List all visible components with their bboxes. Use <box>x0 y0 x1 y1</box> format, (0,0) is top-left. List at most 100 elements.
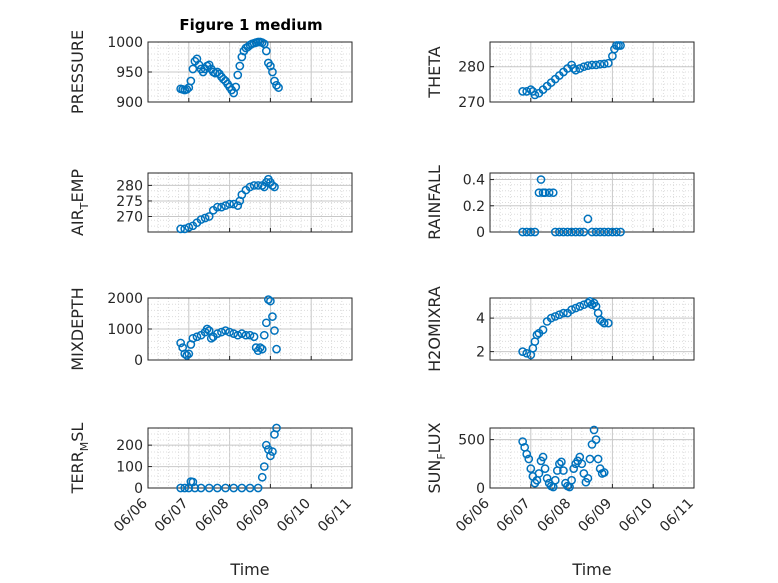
data-point <box>591 435 601 444</box>
data-point <box>557 457 566 467</box>
data-point <box>253 483 263 493</box>
data-point <box>579 227 589 237</box>
data-point <box>180 349 190 359</box>
data-point <box>555 227 564 237</box>
data-point <box>253 181 263 190</box>
data-point <box>518 437 527 446</box>
data-point <box>176 483 185 493</box>
data-point <box>518 87 527 96</box>
data-point <box>231 82 241 92</box>
data-point <box>202 324 212 334</box>
data-point <box>233 70 243 80</box>
y-axis-label: AIRTEMP <box>68 169 91 236</box>
data-point <box>255 343 265 352</box>
y-tick-label: 500 <box>458 433 485 449</box>
y-tick-label: 2 <box>476 345 485 361</box>
data-point <box>245 182 255 192</box>
data-point <box>577 459 587 469</box>
data-point <box>261 318 271 328</box>
x-tick-label: 06/11 <box>315 496 355 536</box>
data-point <box>544 188 554 198</box>
data-point <box>587 227 597 237</box>
x-tick-label: 06/06 <box>453 495 493 535</box>
axes-box <box>489 427 695 489</box>
series <box>518 175 625 237</box>
data-point <box>522 227 532 237</box>
y-tick-label: 0 <box>134 481 143 497</box>
y-axis-label: THETA <box>425 46 444 98</box>
data-point <box>522 87 532 96</box>
data-point <box>616 227 625 237</box>
data-point <box>272 80 281 90</box>
y-tick-label: 275 <box>116 194 143 210</box>
data-point <box>530 227 540 237</box>
data-point <box>569 64 578 73</box>
data-point <box>575 227 585 237</box>
data-point <box>272 423 281 433</box>
data-point <box>206 333 216 343</box>
data-point <box>200 213 210 223</box>
axes-box <box>489 41 695 103</box>
series <box>518 425 609 492</box>
y-axis-label: H2OMIXRA <box>425 286 444 372</box>
panel-5: 2 4 H2OMIXRA <box>425 286 695 372</box>
data-point <box>559 227 568 237</box>
data-point <box>548 188 558 198</box>
data-point <box>259 182 269 192</box>
y-tick-label: 280 <box>458 60 485 76</box>
data-point <box>268 181 277 190</box>
data-point <box>257 344 267 354</box>
x-tick-label: 06/10 <box>616 496 656 536</box>
data-point <box>204 326 214 335</box>
y-axis-label: RAINFALL <box>425 165 444 240</box>
panel-3: 0 0.2 0.4 RAINFALL <box>425 165 695 241</box>
data-point <box>221 201 230 210</box>
data-point <box>569 464 578 473</box>
data-point <box>526 464 536 473</box>
x-tick-label: 06/08 <box>535 496 575 536</box>
y-tick-label: 0 <box>476 481 485 497</box>
data-point <box>217 202 226 212</box>
data-point <box>221 483 230 493</box>
data-point <box>587 300 597 310</box>
panel-4: 0 1000 2000 MIXDEPTH <box>68 287 353 371</box>
data-point <box>268 67 277 77</box>
data-point <box>571 227 581 237</box>
data-point <box>555 310 564 320</box>
data-point <box>176 224 185 234</box>
data-point <box>249 181 259 190</box>
series <box>176 37 283 98</box>
series <box>518 297 613 360</box>
y-tick-label: 950 <box>116 65 143 81</box>
x-tick-label: 06/07 <box>494 496 534 536</box>
data-point <box>233 201 243 210</box>
data-point <box>194 60 204 70</box>
panel-1: 270 280 THETA <box>425 41 695 111</box>
data-point <box>540 464 550 473</box>
data-point <box>182 85 192 94</box>
y-tick-label: 2000 <box>107 291 143 307</box>
data-point <box>176 338 185 348</box>
series <box>518 41 625 100</box>
axes-box <box>147 427 353 489</box>
data-point <box>213 202 222 212</box>
data-point <box>550 227 560 237</box>
x-axis-label: Time <box>229 560 269 579</box>
data-point <box>229 329 239 338</box>
data-point <box>571 303 581 313</box>
y-tick-label: 0 <box>476 225 485 241</box>
data-point <box>555 459 564 469</box>
data-point <box>575 64 585 73</box>
data-point <box>599 227 609 237</box>
data-point <box>585 454 595 464</box>
data-point <box>268 312 277 321</box>
data-point <box>612 227 621 237</box>
data-point <box>546 313 556 323</box>
data-point <box>192 332 202 342</box>
data-point <box>603 318 613 328</box>
data-point <box>589 425 599 435</box>
y-tick-label: 4 <box>476 311 485 327</box>
data-point <box>225 327 234 337</box>
